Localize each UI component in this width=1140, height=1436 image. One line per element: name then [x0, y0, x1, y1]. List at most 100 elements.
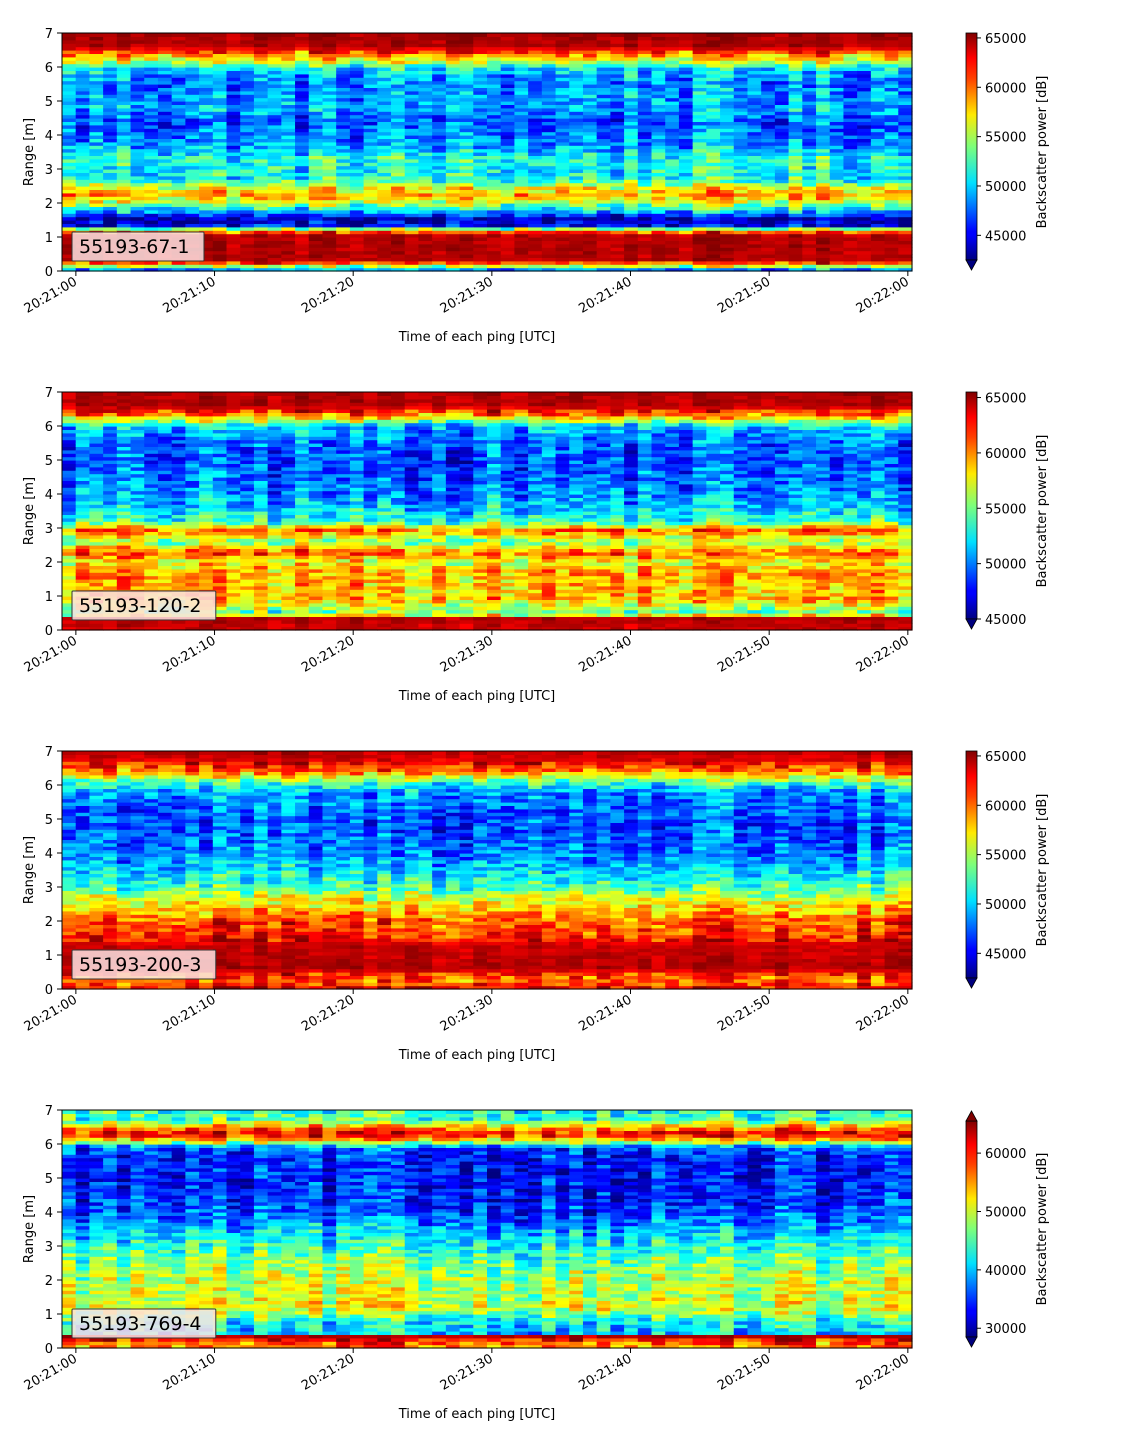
heatmap-cell: [473, 128, 488, 133]
heatmap-cell: [843, 158, 858, 163]
heatmap-cell: [336, 118, 351, 122]
heatmap-cell: [89, 101, 104, 105]
heatmap-cell: [555, 162, 570, 167]
heatmap-cell: [651, 63, 666, 68]
heatmap-cell: [157, 453, 173, 458]
heatmap-cell: [884, 267, 899, 272]
heatmap-cell: [624, 80, 639, 85]
heatmap-cell: [788, 223, 803, 228]
heatmap-cell: [473, 39, 488, 44]
heatmap-cell: [418, 94, 433, 99]
heatmap-cell: [130, 568, 145, 573]
heatmap-cell: [157, 534, 173, 539]
heatmap-cell: [418, 243, 433, 248]
heatmap-cell: [199, 220, 214, 224]
heatmap-cell: [788, 233, 803, 238]
heatmap-cell: [692, 73, 707, 78]
heatmap-cell: [171, 46, 186, 51]
heatmap-cell: [761, 101, 776, 105]
heatmap-cell: [487, 46, 502, 51]
heatmap-cell: [774, 216, 790, 221]
heatmap-cell: [637, 36, 653, 41]
heatmap-cell: [185, 87, 200, 92]
heatmap-cell: [898, 155, 913, 160]
heatmap-cell: [171, 511, 186, 515]
heatmap-cell: [171, 186, 186, 190]
heatmap-cell: [130, 43, 145, 48]
heatmap-cell: [473, 36, 488, 41]
heatmap-cell: [62, 175, 77, 180]
heatmap-cell: [404, 90, 420, 95]
heatmap-cell: [116, 480, 132, 485]
heatmap-cell: [253, 67, 269, 71]
heatmap-cell: [130, 555, 145, 560]
heatmap-cell: [829, 101, 845, 105]
heatmap-cell: [514, 118, 529, 122]
heatmap-cell: [281, 237, 296, 241]
heatmap-cell: [541, 213, 557, 218]
heatmap-cell: [610, 50, 625, 54]
heatmap-cell: [802, 131, 817, 136]
heatmap-cell: [171, 182, 186, 187]
heatmap-cell: [569, 230, 584, 235]
heatmap-cell: [130, 141, 145, 146]
heatmap-cell: [857, 223, 872, 228]
heatmap-cell: [212, 36, 228, 41]
heatmap-cell: [500, 230, 516, 235]
heatmap-cell: [788, 67, 803, 71]
heatmap-cell: [75, 497, 91, 502]
heatmap-cell: [62, 419, 77, 424]
heatmap-cell: [582, 192, 598, 197]
heatmap-cell: [103, 490, 118, 495]
heatmap-cell: [171, 558, 186, 563]
heatmap-cell: [747, 63, 762, 68]
heatmap-cell: [103, 128, 118, 133]
heatmap-cell: [829, 209, 845, 214]
heatmap-cell: [75, 402, 91, 407]
heatmap-cell: [473, 179, 488, 184]
heatmap-cell: [171, 220, 186, 224]
heatmap-cell: [829, 56, 845, 61]
heatmap-cell: [75, 398, 91, 403]
heatmap-cell: [103, 429, 118, 434]
heatmap-cell: [336, 264, 351, 269]
heatmap-cell: [253, 213, 269, 218]
heatmap-cell: [308, 267, 324, 272]
heatmap-cell: [788, 107, 803, 112]
heatmap-cell: [692, 240, 707, 245]
heatmap-cell: [459, 257, 474, 262]
heatmap-cell: [103, 555, 118, 560]
heatmap-cell: [624, 216, 639, 221]
heatmap-cell: [226, 50, 241, 54]
heatmap-cell: [898, 165, 913, 170]
heatmap-cell: [610, 254, 625, 258]
heatmap-cell: [487, 220, 502, 224]
heatmap-cell: [130, 494, 145, 498]
heatmap-cell: [89, 473, 104, 478]
heatmap-cell: [281, 179, 296, 184]
heatmap-cell: [89, 56, 104, 61]
heatmap-cell: [130, 53, 145, 58]
heatmap-cell: [116, 449, 132, 454]
heatmap-cell: [459, 169, 474, 173]
heatmap-cell: [596, 97, 611, 102]
heatmap-cell: [157, 432, 173, 437]
heatmap-cell: [898, 250, 913, 255]
heatmap-cell: [733, 87, 749, 92]
heatmap-cell: [62, 243, 77, 248]
heatmap-cell: [582, 240, 598, 245]
heatmap-cell: [747, 141, 762, 146]
heatmap-cell: [651, 220, 666, 224]
heatmap-cell: [157, 405, 173, 410]
heatmap-cell: [322, 118, 337, 122]
heatmap-cell: [774, 138, 790, 143]
heatmap-cell: [391, 131, 406, 136]
heatmap-cell: [116, 138, 132, 143]
heatmap-cell: [459, 189, 474, 194]
heatmap-cell: [733, 121, 749, 126]
heatmap-cell: [349, 77, 365, 82]
heatmap-cell: [843, 33, 858, 37]
heatmap-cell: [185, 213, 200, 218]
heatmap-cell: [624, 131, 639, 136]
heatmap-cell: [445, 243, 461, 248]
